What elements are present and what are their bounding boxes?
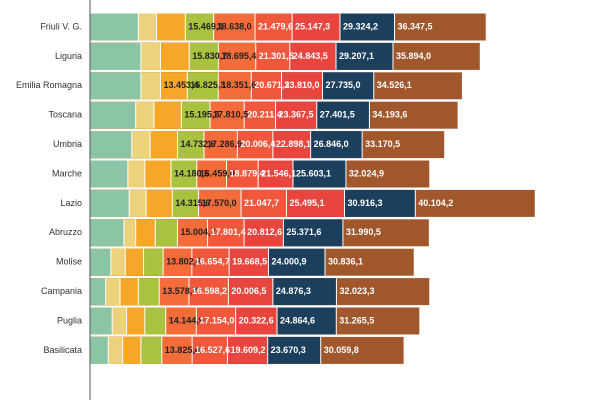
bar — [90, 219, 124, 247]
value-label: 20.322,6 — [239, 315, 274, 325]
value-label: 17.801,4 — [211, 227, 246, 237]
value-label: 20.211,4 — [247, 110, 282, 120]
bar — [90, 101, 136, 129]
plot-area: 15.469,118.638,0 21.479,6 25.147,3 29.324,2… — [90, 13, 536, 364]
category-label: Toscana — [48, 110, 82, 120]
value-label: 36.347,5 — [398, 21, 433, 31]
value-label: 24.000,9 — [271, 257, 306, 267]
value-label: 30.836,1 — [328, 257, 363, 267]
value-label: 18.879,4 — [230, 168, 265, 178]
value-label: 17.286,9 — [207, 139, 242, 149]
category-label: Marche — [52, 168, 82, 178]
value-label: 21.301,5 — [259, 51, 294, 61]
bar — [90, 336, 109, 364]
value-label: 29.207,1 — [339, 51, 374, 61]
value-label: 18.695,4 — [221, 51, 256, 61]
value-label: 20.671,3 — [254, 80, 289, 90]
category-label: Friuli V. G. — [40, 21, 82, 31]
value-label: 14.180,5 — [174, 168, 209, 178]
value-label: 25.495,1 — [289, 198, 324, 208]
value-label: 16.527,6 — [195, 345, 230, 355]
category-label: Liguria — [55, 51, 82, 61]
value-label: 26.846,0 — [314, 139, 349, 149]
bar — [90, 307, 113, 335]
value-label: 21.546,1 — [261, 168, 296, 178]
value-label: 16.598,2 — [192, 286, 227, 296]
value-label: 30.059,8 — [324, 345, 359, 355]
value-label: 29.324,2 — [343, 21, 378, 31]
bar — [90, 131, 132, 159]
value-label: 20.812,6 — [247, 227, 282, 237]
value-label: 24.843,5 — [293, 51, 328, 61]
value-label: 23.367,5 — [279, 110, 314, 120]
value-label: 34.193,6 — [372, 110, 407, 120]
value-label: 32.024,9 — [349, 168, 384, 178]
value-label: 18.351,6 — [221, 80, 256, 90]
value-label: 15.469,1 — [188, 21, 223, 31]
category-label: Puglia — [57, 315, 82, 325]
value-label: 32.023,3 — [339, 286, 374, 296]
value-label: 14.144,9 — [169, 315, 204, 325]
category-label: Umbria — [53, 139, 82, 149]
value-label: 35.894,0 — [396, 51, 431, 61]
value-label: 14.732,6 — [180, 139, 215, 149]
value-label: 24.876,3 — [276, 286, 311, 296]
value-label: 27.401,5 — [320, 110, 355, 120]
value-label: 20.006,4 — [240, 139, 275, 149]
category-label: Lazio — [60, 198, 82, 208]
value-label: 33.170,5 — [365, 139, 400, 149]
value-label: 13.825,0 — [165, 345, 200, 355]
bar — [90, 72, 141, 100]
value-label: 18.638,0 — [217, 21, 252, 31]
value-label: 13.453,4 — [164, 80, 199, 90]
value-label: 15.825,3 — [190, 80, 225, 90]
value-label: 17.154,0 — [199, 315, 234, 325]
value-label: 21.047,7 — [244, 198, 279, 208]
value-label: 23.670,3 — [271, 345, 306, 355]
value-label: 16.654,7 — [195, 257, 230, 267]
value-label: 34.526,1 — [377, 80, 412, 90]
value-label: 21.479,6 — [258, 21, 293, 31]
bar — [90, 248, 111, 276]
bar — [90, 278, 106, 306]
value-label: 13.578,7 — [162, 286, 197, 296]
bar — [90, 13, 139, 41]
value-label: 31.265,5 — [339, 315, 374, 325]
value-label: 22.898,1 — [276, 139, 311, 149]
value-label: 27.735,0 — [326, 80, 361, 90]
value-label: 17.810,5 — [213, 110, 248, 120]
value-label: 25.147,3 — [295, 21, 330, 31]
value-label: 16.459,0 — [200, 168, 235, 178]
category-label: Molise — [56, 257, 82, 267]
bar — [90, 160, 128, 188]
bar — [90, 42, 141, 70]
value-label: 31.990,5 — [346, 227, 381, 237]
category-label: Campania — [41, 286, 82, 296]
value-label: 40.104,2 — [418, 198, 453, 208]
value-label: 20.006,5 — [231, 286, 266, 296]
value-label: 14.315,6 — [175, 198, 210, 208]
value-label: 30.916,3 — [348, 198, 383, 208]
bar — [90, 189, 130, 217]
category-label: Basilicata — [43, 345, 82, 355]
value-label: 25.603,1 — [296, 168, 331, 178]
value-label: 25.371,6 — [286, 227, 321, 237]
value-label: 15.004,7 — [180, 227, 215, 237]
value-label: 23.810,0 — [285, 80, 320, 90]
value-label: 17.570,0 — [202, 198, 237, 208]
category-label: Emilia Romagna — [16, 80, 82, 90]
category-label: Abruzzo — [49, 227, 82, 237]
value-label: 15.195,3 — [184, 110, 219, 120]
value-label: 13.802,6 — [166, 257, 201, 267]
value-label: 19.609,2 — [230, 345, 265, 355]
value-label: 15.830,7 — [192, 51, 227, 61]
value-label: 19.668,5 — [232, 257, 267, 267]
value-label: 24.864,6 — [280, 315, 315, 325]
